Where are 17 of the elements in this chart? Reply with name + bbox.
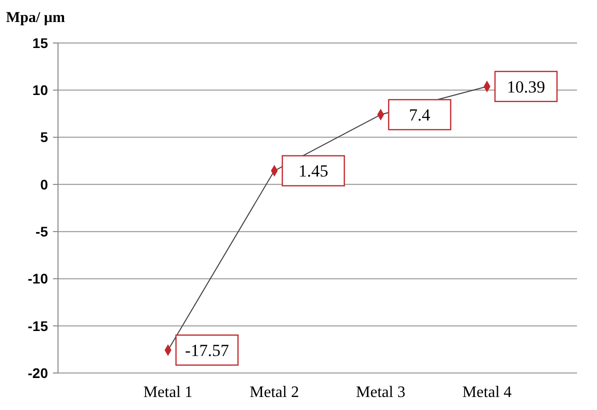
x-tick-label: Metal 2 [250,384,299,401]
y-tick-label: 0 [40,176,48,192]
data-label: -17.57 [185,341,230,360]
y-tick-label: -20 [28,364,48,381]
x-tick-label: Metal 1 [143,384,193,401]
x-tick-label: Metal 4 [462,384,512,401]
x-tick-label: Metal 3 [356,384,406,401]
y-axis-title: Mpa/ µm [6,10,66,26]
data-label: 10.39 [506,77,546,96]
y-tick-label: -10 [28,270,48,287]
y-tick-label: 10 [32,82,48,98]
data-label: 7.4 [409,106,431,125]
y-tick-label: -15 [28,318,48,334]
data-label: 1.45 [298,162,328,181]
y-tick-label: -5 [36,223,48,240]
y-tick-label: 5 [40,129,48,146]
y-tick-label: 15 [32,34,48,51]
